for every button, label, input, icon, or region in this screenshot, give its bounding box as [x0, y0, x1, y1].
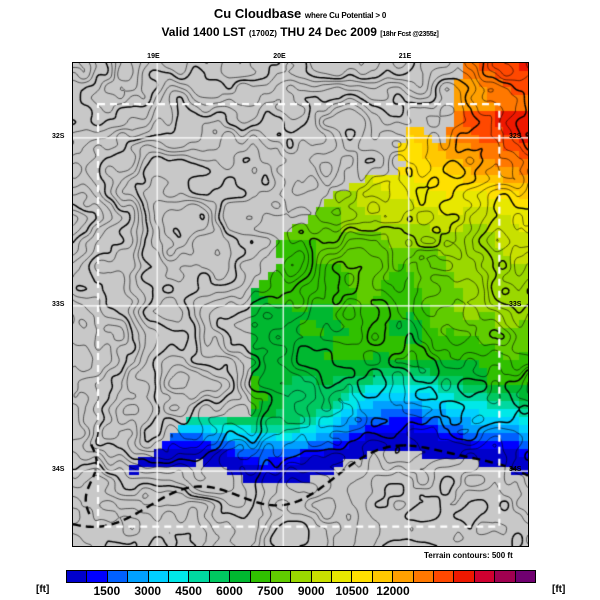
- lat-tick-label: 34S: [52, 466, 65, 474]
- colorbar-gradient: [66, 570, 536, 583]
- colorbar-segment: [352, 571, 373, 582]
- lat-tick-label-right: 33S: [509, 300, 522, 308]
- cloudbase-heatmap: [73, 63, 528, 546]
- colorbar-unit-right: [ft]: [552, 584, 566, 595]
- colorbar-segment: [454, 571, 475, 582]
- colorbar-segment: [393, 571, 414, 582]
- subtitle-date: THU 24 Dec 2009: [280, 25, 377, 39]
- lat-tick-label-right: 32S: [509, 132, 522, 140]
- title-main: Cu Cloudbase: [213, 6, 302, 21]
- lat-tick-label: 33S: [52, 300, 65, 308]
- colorbar-segment: [230, 571, 251, 582]
- colorbar-segment: [270, 571, 292, 582]
- lon-tick-label: 20E: [273, 53, 286, 60]
- colorbar-tick-label: 4500: [175, 584, 202, 598]
- colorbar-segment: [291, 571, 312, 582]
- colorbar-segment: [515, 571, 535, 582]
- colorbar-unit-left: [ft]: [36, 584, 50, 595]
- colorbar-segment: [413, 571, 435, 582]
- colorbar-tick-label: 9000: [297, 584, 325, 598]
- map-plot-area[interactable]: [72, 62, 529, 547]
- colorbar-segment: [332, 571, 353, 582]
- colorbar-tick-label: 3000: [134, 584, 162, 598]
- terrain-contour-note: Terrain contours: 500 ft: [424, 551, 513, 560]
- lon-tick-label: 21E: [398, 53, 412, 60]
- page-title: Cu Cloudbase where Cu Potential > 0: [0, 6, 600, 21]
- colorbar-tick-label: 1500: [93, 584, 121, 598]
- colorbar-segment: [148, 571, 169, 582]
- colorbar-segment: [128, 571, 149, 582]
- colorbar-tick-label: 10500: [335, 584, 369, 598]
- colorbar-segment: [372, 571, 394, 582]
- subtitle-utc: (1700Z): [248, 29, 277, 38]
- lat-tick-label: 32S: [52, 132, 65, 140]
- colorbar-segment: [107, 571, 129, 582]
- colorbar-segment: [189, 571, 210, 582]
- colorbar-segment: [250, 571, 271, 582]
- subtitle-valid: Valid 1400 LST: [161, 25, 246, 39]
- colorbar-segment: [434, 571, 455, 582]
- colorbar-segment: [87, 571, 108, 582]
- title-condition: where Cu Potential > 0: [304, 11, 387, 20]
- colorbar-segment: [495, 571, 516, 582]
- colorbar-segment: [67, 571, 88, 582]
- lon-tick-label: 19E: [147, 53, 160, 60]
- colorbar-tick-label: 7500: [256, 584, 284, 598]
- colorbar-legend[interactable]: [ft] [ft] 1500 3000 4500 6000 7500 9000 10500 1…: [0, 566, 600, 600]
- colorbar-tick-label: 12000: [376, 584, 410, 598]
- subtitle-forecast-tag: [18hr Fcst @2355z]: [380, 31, 439, 38]
- colorbar-segment: [209, 571, 231, 582]
- lat-tick-label-right: 34S: [509, 466, 522, 474]
- colorbar-segment: [168, 571, 190, 582]
- colorbar-tick-label: 6000: [216, 584, 243, 598]
- colorbar-segment: [474, 571, 496, 582]
- colorbar-segment: [311, 571, 333, 582]
- page-subtitle: Valid 1400 LST (1700Z) THU 24 Dec 2009 […: [0, 25, 600, 39]
